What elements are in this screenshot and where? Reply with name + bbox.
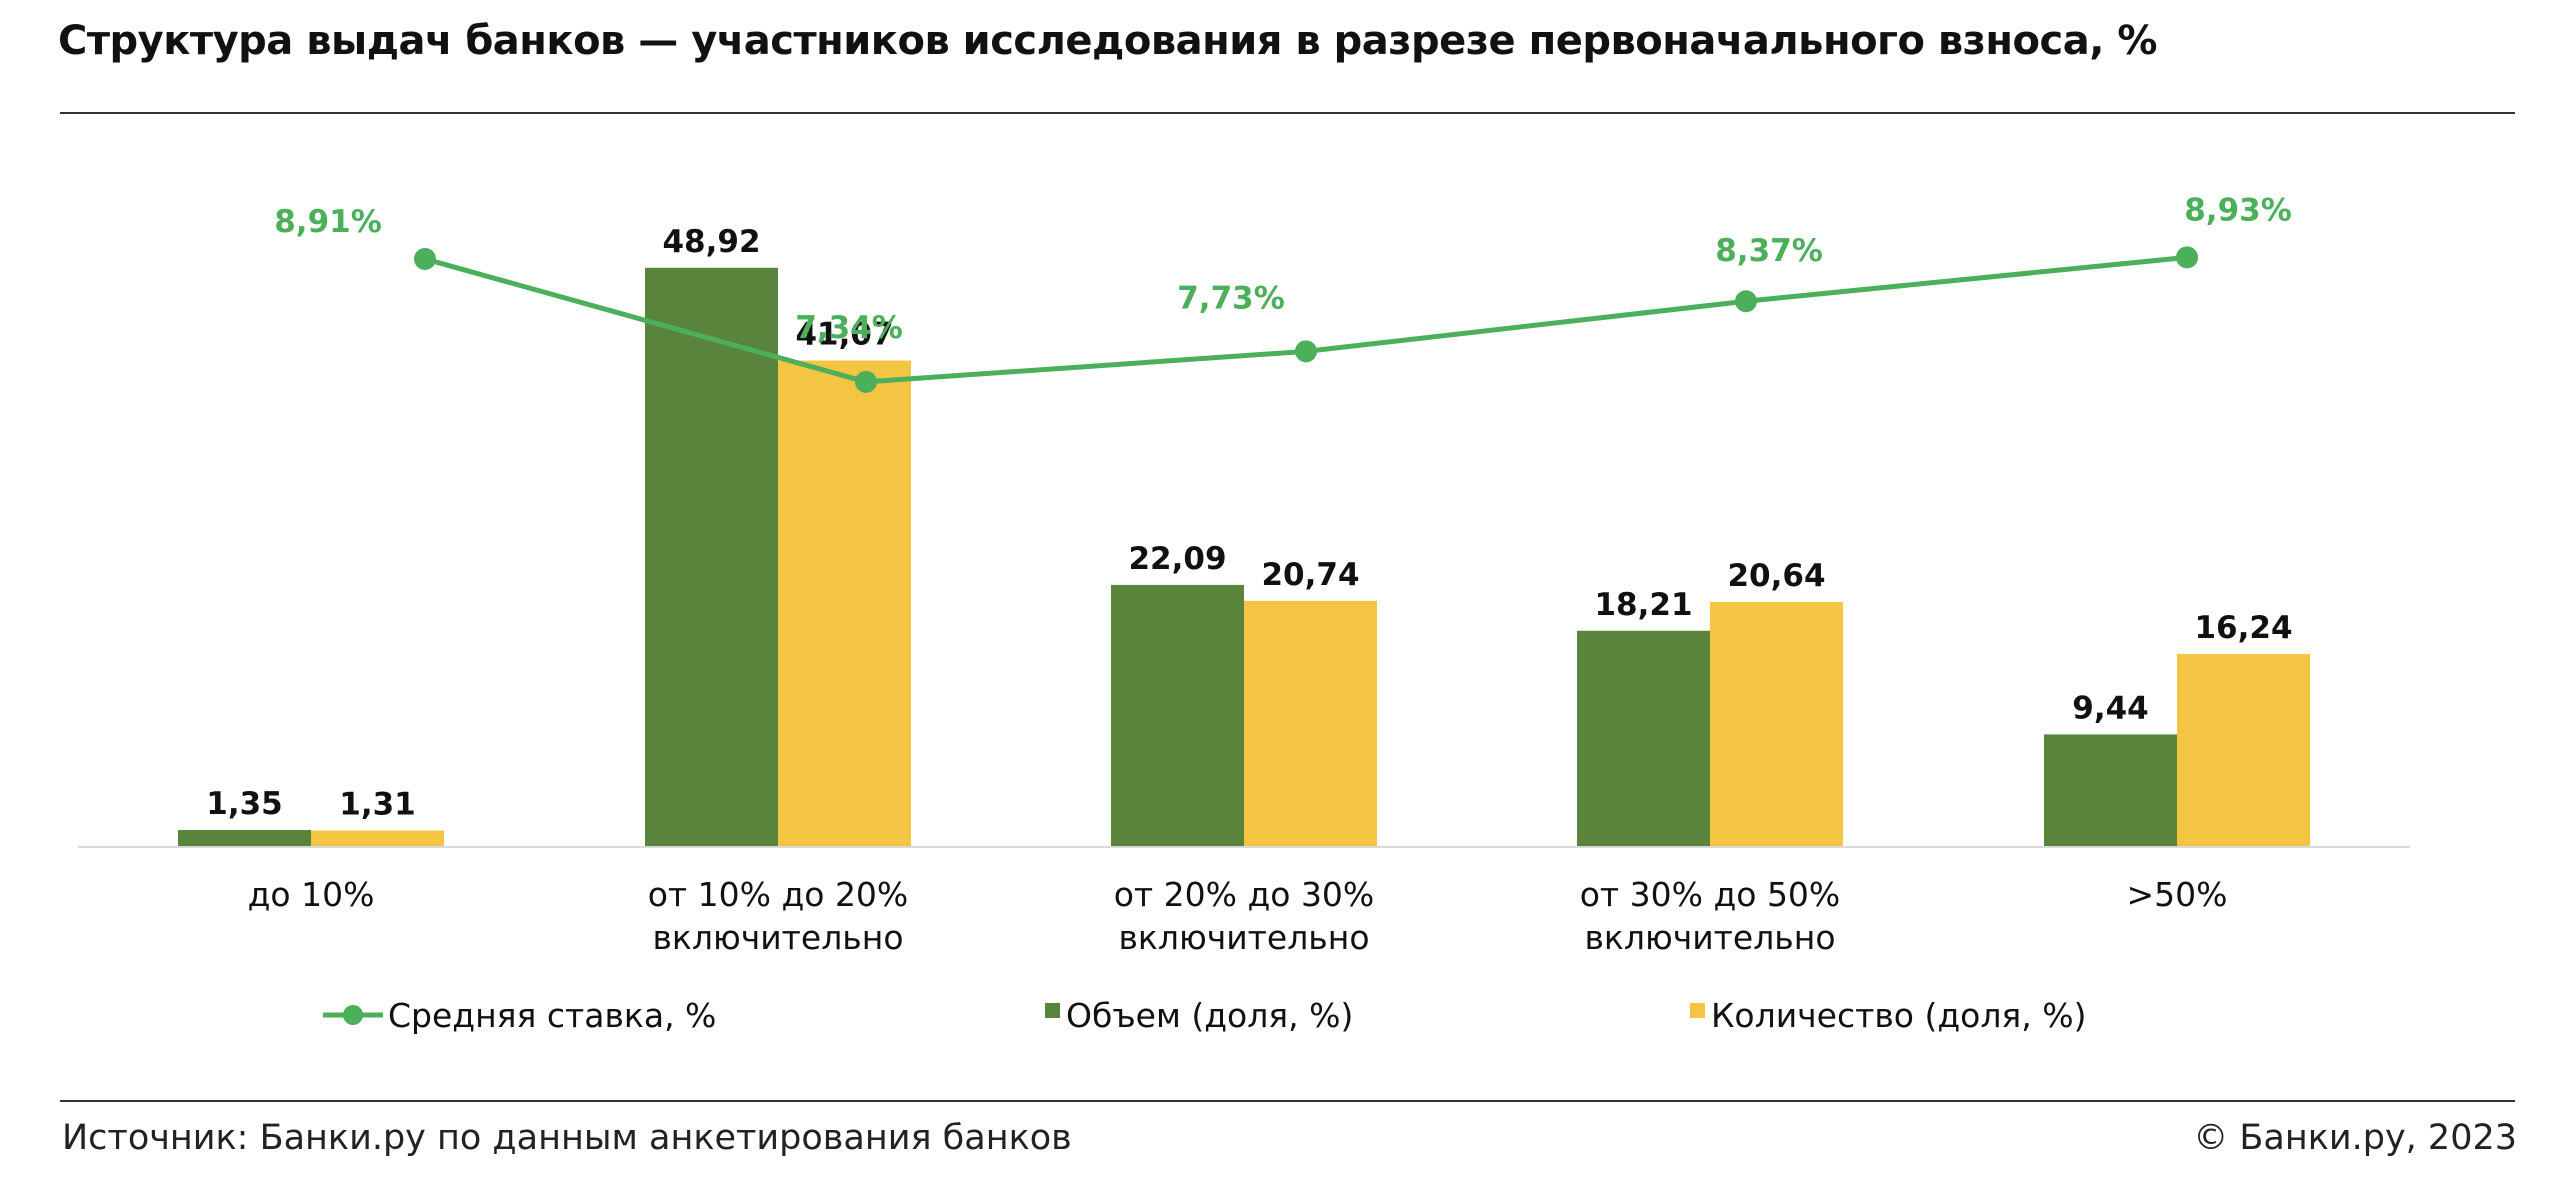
label-volume-3: 22,09 xyxy=(1128,541,1226,577)
legend-volume-label: Объем (доля, %) xyxy=(1066,996,1353,1035)
category-label-3-2: включительно xyxy=(1118,918,1369,957)
label-count-2: 41,07 xyxy=(795,317,893,353)
bar-count-3 xyxy=(1244,600,1377,846)
legend-count-label: Количество (доля, %) xyxy=(1711,996,2087,1035)
category-label-2-2: включительно xyxy=(652,918,903,957)
label-volume-4: 18,21 xyxy=(1594,587,1692,623)
bar-count-2 xyxy=(778,360,911,846)
legend-rate-label: Средняя ставка, % xyxy=(388,996,716,1035)
title-divider xyxy=(60,112,2515,114)
category-label-2-1: от 10% до 20% xyxy=(648,875,909,914)
label-count-5: 16,24 xyxy=(2194,610,2292,646)
rate-point-4 xyxy=(1735,290,1757,313)
category-label-1-1: до 10% xyxy=(248,875,375,914)
label-count-3: 20,74 xyxy=(1261,557,1359,593)
rate-label-4: 8,37% xyxy=(1715,233,1823,269)
rate-point-2 xyxy=(855,370,877,393)
legend-volume-swatch xyxy=(1045,1003,1060,1018)
label-volume-2: 48,92 xyxy=(662,224,760,260)
bar-count-1 xyxy=(311,830,444,846)
legend-rate-marker xyxy=(343,1005,363,1025)
legend-count-swatch xyxy=(1690,1003,1705,1018)
bar-volume-2 xyxy=(645,267,778,846)
copyright: © Банки.ру, 2023 xyxy=(2193,1118,2517,1158)
bar-count-5 xyxy=(2177,654,2310,846)
label-volume-5: 9,44 xyxy=(2072,690,2149,726)
bar-volume-4 xyxy=(1577,630,1710,846)
bar-volume-1 xyxy=(178,830,311,846)
rate-label-3: 7,73% xyxy=(1177,280,1285,316)
category-label-4-1: от 30% до 50% xyxy=(1580,875,1841,914)
rate-point-1 xyxy=(414,247,436,270)
bar-count-4 xyxy=(1710,602,1843,846)
source-note: Источник: Банки.ру по данным анкетирован… xyxy=(62,1118,1072,1158)
category-label-4-2: включительно xyxy=(1584,918,1835,957)
rate-label-2: 7,34% xyxy=(795,310,903,346)
rate-point-5 xyxy=(2176,246,2198,269)
rate-point-3 xyxy=(1295,340,1317,363)
label-count-4: 20,64 xyxy=(1727,558,1825,594)
category-label-5-1: >50% xyxy=(2127,875,2228,914)
chart: 1,35 1,31 48,92 41,07 22,09 20,74 18,21 20,64 9,… xyxy=(78,192,2410,1035)
label-count-1: 1,31 xyxy=(339,787,416,823)
chart-title: Структура выдач банков — участников иссл… xyxy=(58,18,2157,64)
rate-label-5: 8,93% xyxy=(2184,192,2292,228)
rate-label-1: 8,91% xyxy=(274,204,382,240)
bar-volume-5 xyxy=(2044,734,2177,846)
bar-volume-3 xyxy=(1111,584,1244,846)
label-volume-1: 1,35 xyxy=(206,786,283,822)
category-label-3-1: от 20% до 30% xyxy=(1114,875,1375,914)
footer-divider xyxy=(60,1100,2515,1102)
